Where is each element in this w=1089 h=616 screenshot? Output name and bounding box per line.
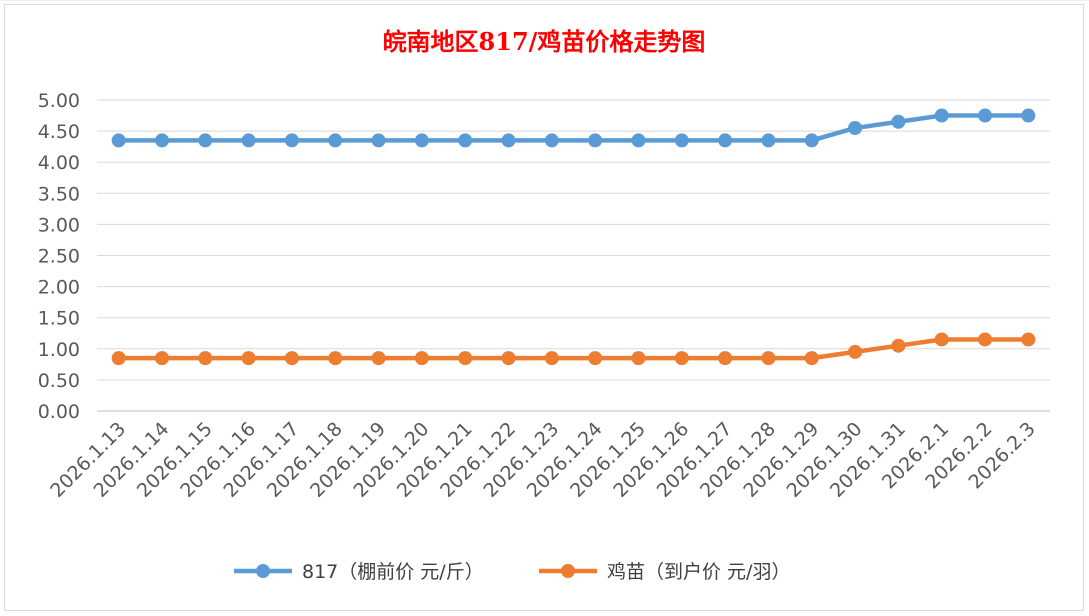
data-point [284, 351, 299, 366]
legend-marker [256, 564, 270, 578]
data-point [891, 338, 906, 353]
y-tick-label: 2.50 [38, 246, 80, 268]
data-point [111, 133, 126, 148]
data-point [458, 351, 473, 366]
data-point [848, 344, 863, 359]
data-point [544, 351, 559, 366]
data-point [284, 133, 299, 148]
data-point [674, 351, 689, 366]
series-1 [111, 108, 1036, 148]
data-point [718, 133, 733, 148]
data-point [804, 133, 819, 148]
data-point [328, 351, 343, 366]
y-axis: 0.00 0.50 1.00 1.50 2.00 2.50 3.00 3.50 4.00 4.50… [38, 90, 80, 423]
data-point [371, 351, 386, 366]
data-point [241, 133, 256, 148]
data-point [501, 351, 516, 366]
data-point [241, 351, 256, 366]
data-point [978, 332, 993, 347]
chart-area[interactable] [4, 4, 1084, 611]
data-point [501, 133, 516, 148]
series-group [111, 108, 1036, 366]
data-point [544, 133, 559, 148]
data-point [718, 351, 733, 366]
legend: 817（棚前价 元/斤） 鸡苗（到户价 元/羽） [234, 561, 790, 583]
legend-item-1[interactable]: 817（棚前价 元/斤） [234, 561, 484, 583]
data-point [414, 133, 429, 148]
series-line [116, 113, 1031, 143]
y-tick-label: 1.00 [38, 339, 80, 361]
y-tick-label: 1.50 [38, 308, 80, 330]
data-point [934, 332, 949, 347]
data-point [198, 133, 213, 148]
legend-label: 鸡苗（到户价 元/羽） [607, 561, 790, 583]
data-point [588, 133, 603, 148]
data-point [1021, 108, 1036, 123]
y-tick-label: 4.50 [38, 121, 80, 143]
data-point [804, 351, 819, 366]
data-point [588, 351, 603, 366]
y-tick-label: 3.00 [38, 214, 80, 236]
x-axis: 2026.1.132026.1.142026.1.152026.1.162026… [46, 418, 1040, 502]
data-point [371, 133, 386, 148]
data-point [761, 133, 776, 148]
legend-item-2[interactable]: 鸡苗（到户价 元/羽） [539, 561, 790, 583]
y-tick-label: 4.00 [38, 152, 80, 174]
y-tick-label: 0.50 [38, 370, 80, 392]
data-point [631, 133, 646, 148]
data-point [891, 114, 906, 129]
gridlines [97, 99, 1050, 412]
data-point [154, 133, 169, 148]
y-tick-label: 0.00 [38, 401, 80, 423]
series-2 [111, 332, 1036, 366]
data-point [761, 351, 776, 366]
legend-marker [561, 564, 575, 578]
data-point [328, 133, 343, 148]
chart-title: 皖南地区817/鸡苗价格走势图 [383, 27, 706, 56]
data-point [154, 351, 169, 366]
data-point [631, 351, 646, 366]
data-point [674, 133, 689, 148]
data-point [458, 133, 473, 148]
data-point [848, 120, 863, 135]
data-point [198, 351, 213, 366]
data-point [934, 108, 949, 123]
data-point [414, 351, 429, 366]
y-tick-label: 2.00 [38, 277, 80, 299]
data-point [1021, 332, 1036, 347]
y-tick-label: 3.50 [38, 183, 80, 205]
legend-label: 817（棚前价 元/斤） [302, 561, 484, 583]
y-tick-label: 5.00 [38, 90, 80, 112]
series-line [116, 337, 1031, 361]
data-point [978, 108, 993, 123]
data-point [111, 351, 126, 366]
